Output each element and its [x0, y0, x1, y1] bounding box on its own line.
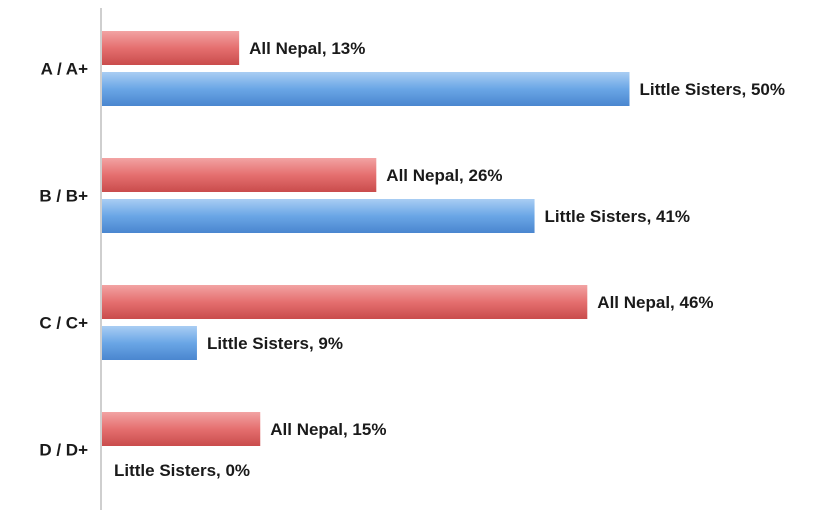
bar-all-nepal	[102, 412, 261, 446]
category-label: D / D+	[39, 441, 88, 460]
bar-all-nepal	[102, 285, 588, 319]
data-label: All Nepal, 15%	[270, 420, 386, 439]
data-label: Little Sisters, 50%	[640, 80, 786, 99]
bar-little-sisters	[102, 326, 197, 360]
bar-all-nepal	[102, 31, 240, 65]
data-label: Little Sisters, 41%	[545, 207, 691, 226]
category-label: B / B+	[39, 187, 88, 206]
category-label: C / C+	[39, 314, 88, 333]
bar-little-sisters	[102, 199, 535, 233]
data-label: Little Sisters, 0%	[114, 461, 250, 480]
data-label: Little Sisters, 9%	[207, 334, 343, 353]
bar-little-sisters	[102, 72, 630, 106]
data-label: All Nepal, 46%	[597, 293, 713, 312]
data-label: All Nepal, 26%	[386, 166, 502, 185]
data-label: All Nepal, 13%	[249, 39, 365, 58]
category-label: A / A+	[41, 60, 88, 79]
bar-all-nepal	[102, 158, 377, 192]
